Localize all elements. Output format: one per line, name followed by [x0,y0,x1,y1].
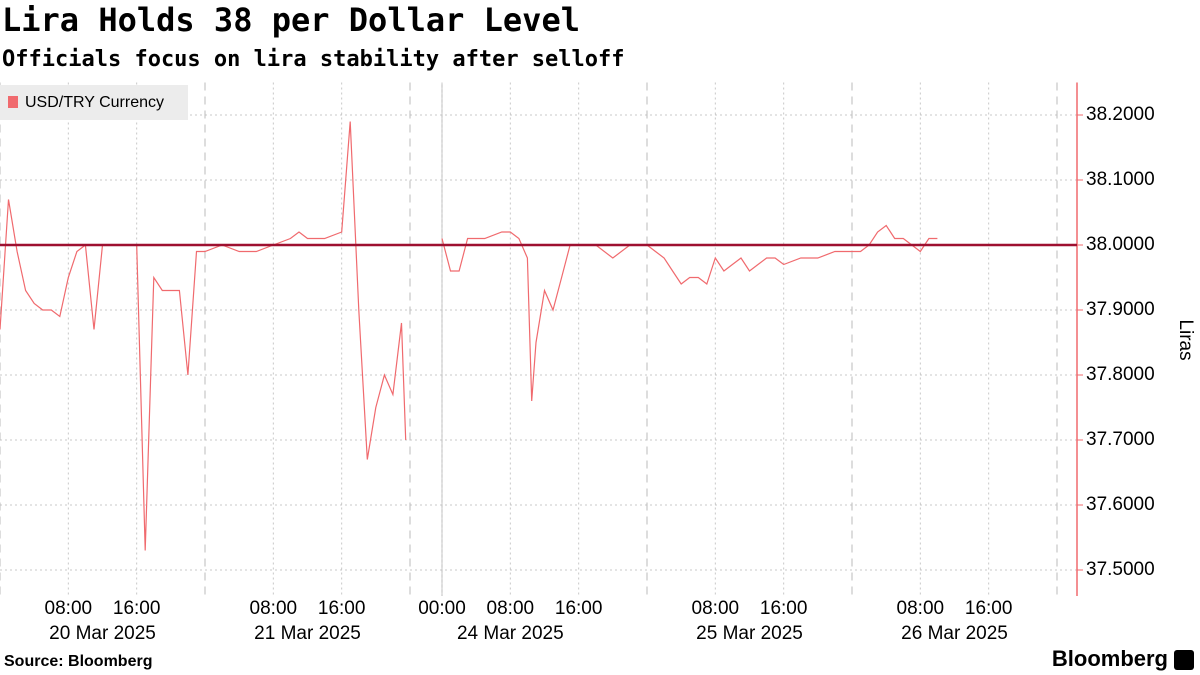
legend-label: USD/TRY Currency [25,94,164,111]
x-tick-label: 16:00 [555,598,603,619]
y-tick-label: 38.1000 [1086,169,1155,190]
y-tick-label: 38.0000 [1086,234,1155,255]
x-tick-label: 08:00 [692,598,740,619]
x-date-label: 24 Mar 2025 [457,623,564,644]
x-date-label: 20 Mar 2025 [49,623,156,644]
x-tick-label: 08:00 [45,598,93,619]
x-tick-label: 16:00 [318,598,366,619]
data-line [0,121,938,551]
x-date-label: 21 Mar 2025 [254,623,361,644]
x-tick-label: 16:00 [965,598,1013,619]
x-tick-label: 08:00 [487,598,535,619]
y-tick-label: 37.6000 [1086,494,1155,515]
x-tick-label: 16:00 [760,598,808,619]
x-date-label: 26 Mar 2025 [901,623,1008,644]
x-date-label: 25 Mar 2025 [696,623,803,644]
x-tick-label: 08:00 [897,598,945,619]
x-tick-label: 16:00 [113,598,161,619]
source: Source: Bloomberg [4,653,152,670]
legend-swatch [8,96,18,108]
y-tick-label: 37.7000 [1086,429,1155,450]
legend-box [0,85,188,120]
y-tick-label: 37.8000 [1086,364,1155,385]
chart-title: Lira Holds 38 per Dollar Level [2,1,580,39]
chart-subtitle: Officials focus on lira stability after … [2,47,625,72]
branding: Bloomberg [1052,646,1168,671]
y-tick-label: 37.5000 [1086,559,1155,580]
x-tick-label: 08:00 [250,598,298,619]
y-axis-label: Liras [1175,319,1196,360]
x-tick-label: 00:00 [418,598,466,619]
y-tick-label: 38.2000 [1086,104,1155,125]
logo-icon [1174,650,1194,670]
y-tick-label: 37.9000 [1086,299,1155,320]
